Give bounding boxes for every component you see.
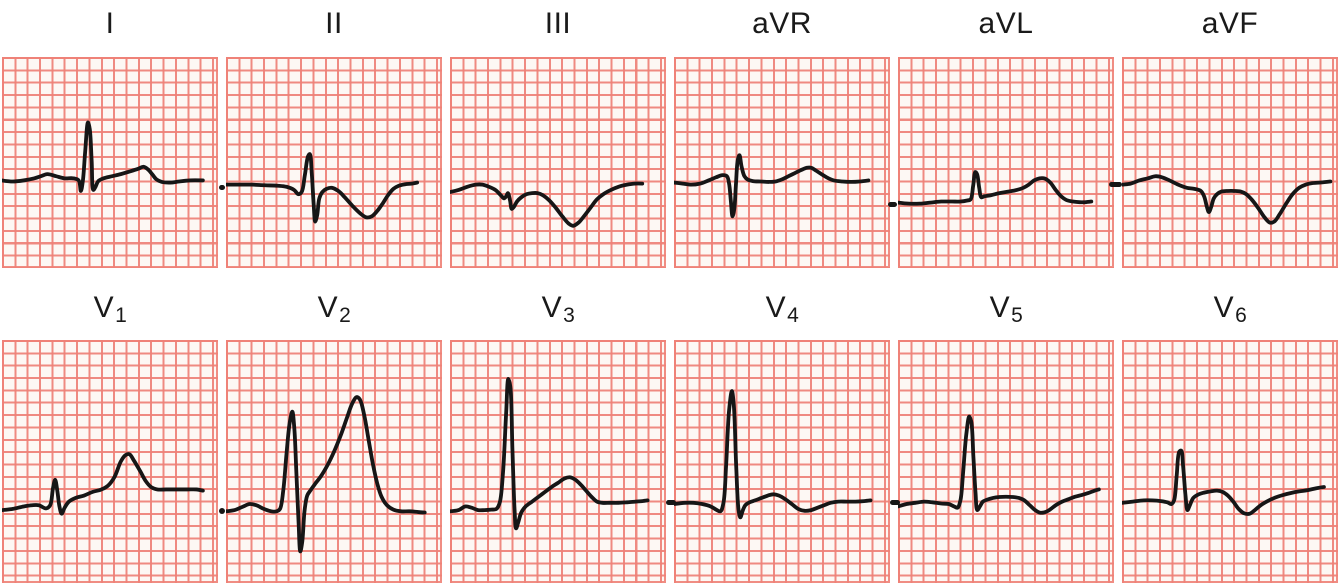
ink-artifact	[666, 500, 676, 505]
lead-label-text: aVR	[752, 6, 812, 40]
lead-label-III: III	[450, 0, 666, 57]
ecg-grid-panel-V6	[1122, 340, 1338, 583]
lead-label-subscript: 2	[339, 303, 352, 327]
ecg-waveform-aVF	[1122, 176, 1330, 223]
ink-artifact	[1109, 182, 1122, 187]
lead-label-text: V	[765, 291, 787, 324]
ecg-grid-panel-V1	[2, 340, 218, 583]
ecg-trace-svg-V1	[2, 340, 218, 583]
lead-label-subscript: 3	[563, 303, 576, 327]
ecg-waveform-III	[450, 184, 642, 226]
lead-label-text: V	[317, 291, 339, 324]
ecg-trace-svg-aVR	[674, 57, 890, 268]
lead-label-aVL: aVL	[898, 0, 1114, 57]
ecg-trace-svg-II	[226, 57, 442, 268]
lead-label-text: II	[325, 6, 343, 40]
ecg-trace-svg-V3	[450, 340, 666, 583]
limb-leads-row: I II III aVR aVL aVF	[0, 0, 1338, 268]
lead-label-text: III	[544, 6, 572, 40]
ecg-grid-panel-I	[2, 57, 218, 268]
lead-label-text: V	[93, 291, 115, 324]
ecg-trace-svg-V4	[674, 340, 890, 583]
ecg-grid-panel-V5	[898, 340, 1114, 583]
ecg-grid-panel-aVF	[1122, 57, 1338, 268]
ink-artifact	[219, 508, 225, 514]
precordial-leads-panel-row	[0, 340, 1338, 583]
ecg-grid-panel-II	[226, 57, 442, 268]
ecg-waveform-aVR	[674, 155, 868, 216]
ecg-grid-panel-V2	[226, 340, 442, 583]
ecg-waveform-V6	[1122, 450, 1324, 513]
ecg-waveform-V5	[898, 417, 1099, 513]
lead-label-subscript: 4	[787, 303, 800, 327]
ecg-trace-svg-I	[2, 57, 218, 268]
ecg-grid-panel-III	[450, 57, 666, 268]
ecg-waveform-II	[226, 154, 417, 222]
ecg-waveform-V4	[674, 391, 871, 517]
lead-label-I: I	[2, 0, 218, 57]
lead-label-subscript: 5	[1011, 303, 1024, 327]
ecg-trace-svg-V6	[1122, 340, 1338, 583]
ink-artifact	[219, 185, 225, 190]
limb-leads-panel-row	[0, 57, 1338, 268]
lead-label-aVF: aVF	[1122, 0, 1338, 57]
ecg-trace-svg-aVL	[898, 57, 1114, 268]
ecg-waveform-V3	[450, 379, 648, 528]
lead-label-text: V	[1213, 291, 1235, 324]
ecg-trace-svg-V2	[226, 340, 442, 583]
ecg-waveform-aVL	[898, 172, 1091, 204]
ecg-grid-panel-aVL	[898, 57, 1114, 268]
ecg-trace-svg-III	[450, 57, 666, 268]
lead-label-II: II	[226, 0, 442, 57]
ecg-trace-svg-V5	[898, 340, 1114, 583]
lead-label-text: V	[989, 291, 1011, 324]
ecg-waveform-I	[2, 122, 203, 191]
ecg-grid-panel-aVR	[674, 57, 890, 268]
lead-label-aVR: aVR	[674, 0, 890, 57]
ink-artifact	[888, 202, 897, 207]
ecg-waveform-V1	[2, 454, 203, 514]
ecg-grid-panel-V3	[450, 340, 666, 583]
lead-label-text: I	[105, 6, 115, 40]
lead-label-subscript: 6	[1235, 303, 1248, 327]
ink-artifact	[890, 500, 900, 505]
lead-label-text: aVL	[978, 6, 1034, 40]
ecg-grid-panel-V4	[674, 340, 890, 583]
lead-label-text: V	[541, 291, 563, 324]
limb-leads-label-row: I II III aVR aVL aVF	[0, 0, 1338, 57]
lead-label-text: aVF	[1201, 6, 1259, 40]
ecg-waveform-V2	[226, 397, 425, 551]
lead-label-subscript: 1	[115, 303, 128, 327]
ecg-trace-svg-aVF	[1122, 57, 1338, 268]
